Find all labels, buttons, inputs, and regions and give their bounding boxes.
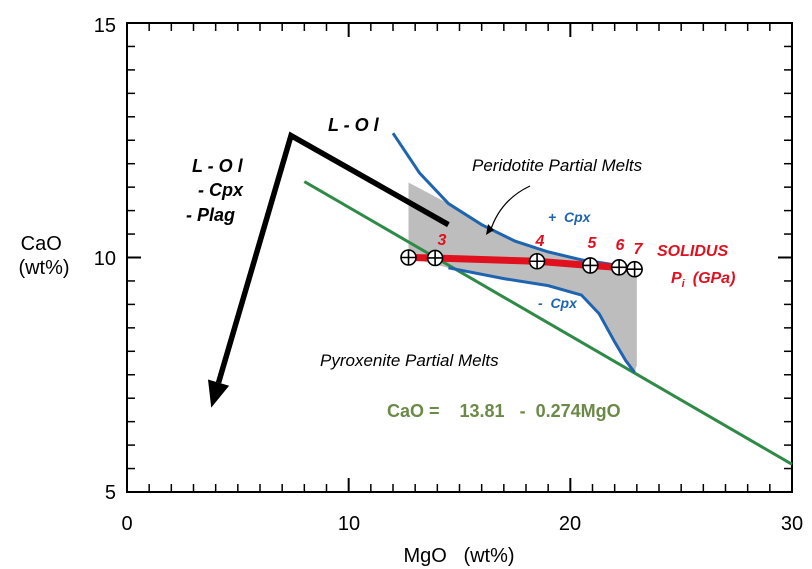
annotation-pi-p: P	[671, 270, 682, 287]
pressure-label-3: 3	[438, 232, 447, 249]
solidus-point	[626, 260, 643, 278]
annotation-plus-cpx: + Cpx	[548, 209, 592, 225]
x-tick-label-20: 20	[559, 513, 581, 535]
x-tick-label-30: 30	[781, 513, 803, 535]
solidus-point	[581, 257, 599, 274]
y-axis-title-line1: CaO	[21, 233, 62, 255]
pressure-label-7: 7	[634, 241, 644, 258]
annotation-minus-cpx: - Cpx	[538, 295, 578, 311]
regression-equation: CaO = 13.81 - 0.274MgO	[387, 401, 621, 421]
minus-cpx-boundary-curve	[448, 266, 636, 374]
solidus-point	[528, 252, 546, 270]
y-axis-title: CaO (wt%)	[18, 233, 69, 279]
pressure-label-5: 5	[588, 235, 598, 252]
pointer-arrowhead	[486, 224, 494, 235]
solidus-point	[426, 249, 444, 267]
fractionation-path-line	[215, 131, 450, 384]
annotation-peridotite: Peridotite Partial Melts	[472, 156, 643, 175]
annotation-pi-sub: i	[682, 278, 686, 290]
pressure-label-6: 6	[616, 237, 625, 254]
solidus-point-cross	[611, 259, 627, 275]
annotation-l-ol-cpx-plag-3: - Plag	[186, 205, 235, 225]
pressure-label-4: 4	[535, 233, 545, 250]
solidus-point	[610, 259, 628, 276]
solidus-point-cross	[582, 257, 598, 273]
solidus-point-cross	[529, 253, 545, 269]
fractionation-path-arrowhead	[207, 379, 230, 408]
annotation-l-ol: L - O l	[328, 115, 380, 135]
x-tick-label-0: 0	[121, 513, 132, 535]
solidus-point-cross	[427, 250, 443, 266]
pointer-arrow	[489, 185, 531, 233]
annotation-l-ol-cpx-plag-2: - Cpx	[198, 180, 244, 200]
data-layer	[207, 131, 793, 466]
x-tick-label-10: 10	[338, 513, 360, 535]
solidus-point	[400, 249, 417, 266]
solidus-point-cross	[627, 261, 643, 277]
peridotite-melt-field	[408, 182, 637, 373]
annotation-pyroxenite: Pyroxenite Partial Melts	[320, 351, 499, 370]
annotation-pi: Pi (GPa)	[671, 270, 735, 290]
annotation-l-ol-cpx-plag-1: L - O l	[192, 156, 244, 176]
regression-line	[303, 180, 793, 466]
y-tick-label-15: 15	[94, 15, 116, 37]
x-axis-title: MgO (wt%)	[403, 545, 514, 567]
y-axis-title-line2: (wt%)	[18, 257, 69, 279]
solidus-point-cross	[401, 250, 417, 265]
y-tick-label-5: 5	[105, 482, 116, 504]
annotation-pi-unit: (GPa)	[693, 270, 736, 287]
annotation-solidus: SOLIDUS	[657, 243, 728, 260]
y-tick-label-10: 10	[94, 248, 116, 270]
axis-ticks	[126, 22, 793, 493]
